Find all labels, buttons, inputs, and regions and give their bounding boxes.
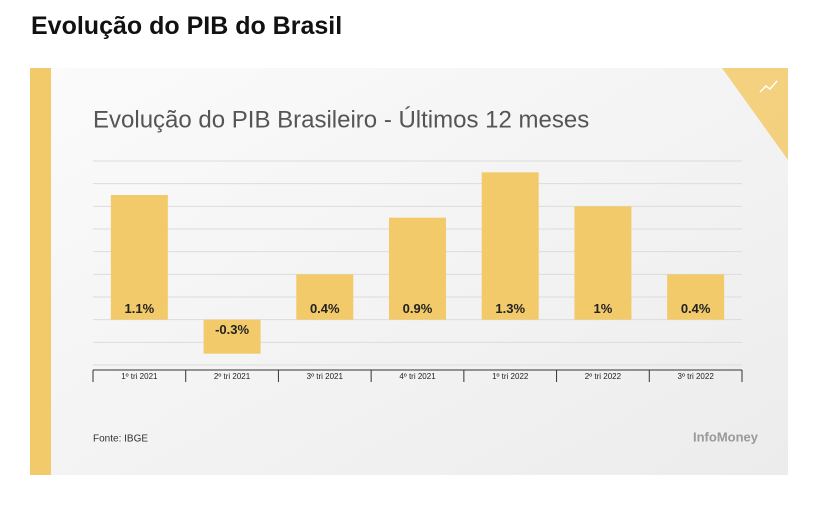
value-label: 1.3%	[495, 301, 525, 316]
chart-icon	[759, 80, 778, 93]
value-label: 0.4%	[310, 301, 340, 316]
value-label: 1%	[594, 301, 613, 316]
bar	[574, 206, 632, 320]
bar	[296, 274, 354, 320]
page-title: Evolução do PIB do Brasil	[31, 12, 343, 40]
value-label: 0.4%	[681, 301, 711, 316]
x-tick-label: 1º tri 2021	[121, 372, 158, 381]
x-tick-label: 4º tri 2021	[399, 372, 436, 381]
x-tick-label: 2º tri 2021	[214, 372, 251, 381]
x-tick-label: 3º tri 2021	[307, 372, 344, 381]
x-tick-label: 3º tri 2022	[678, 372, 715, 381]
source: Fonte: IBGE	[93, 434, 148, 445]
bar	[203, 319, 261, 354]
brand-logo: InfoMoney	[693, 429, 759, 444]
value-label: -0.3%	[215, 322, 249, 337]
bar	[389, 217, 446, 320]
x-tick-label: 1º tri 2022	[492, 372, 529, 381]
bar	[481, 172, 539, 320]
card-stripe	[30, 68, 51, 475]
corner-decoration	[722, 68, 788, 160]
bar	[110, 195, 168, 320]
x-tick-label: 2º tri 2022	[585, 372, 622, 381]
bar	[667, 274, 725, 320]
value-label: 0.9%	[403, 301, 433, 316]
value-label: 1.1%	[125, 301, 155, 316]
chart-title: Evolução do PIB Brasileiro - Últimos 12 …	[93, 106, 589, 133]
